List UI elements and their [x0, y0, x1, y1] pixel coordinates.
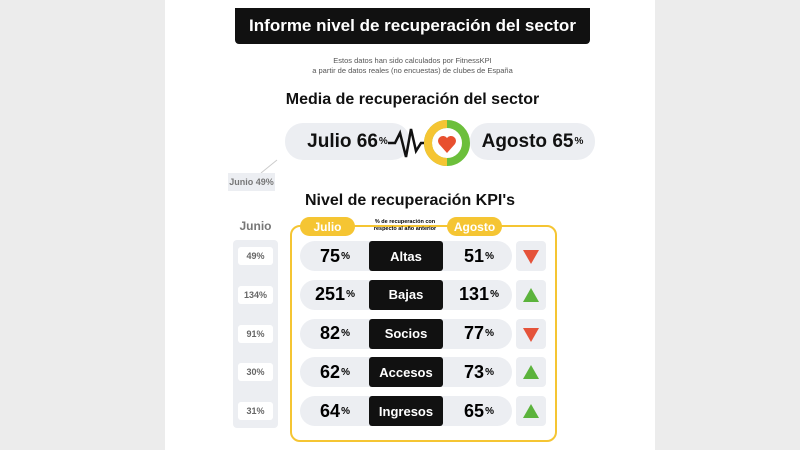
julio-header: Julio: [300, 217, 355, 236]
agosto-value: 131%: [448, 283, 510, 307]
unit: %: [485, 250, 494, 262]
trend-box: [516, 357, 546, 388]
trend-box: [516, 279, 546, 310]
unit: %: [341, 405, 350, 417]
value: 82: [320, 323, 341, 344]
kpi-name: Ingresos: [369, 396, 443, 427]
arrow: [523, 404, 539, 419]
value: 64: [320, 400, 341, 421]
kpi-name: Accesos: [369, 357, 443, 388]
value: 65: [552, 130, 574, 152]
unit: %: [490, 289, 499, 301]
note-line: Estos datos han sido calculados por Fitn…: [333, 56, 492, 65]
note-line: % de recuperación con: [374, 219, 436, 225]
label: Julio: [307, 130, 352, 152]
trend-arrow: [523, 404, 539, 419]
arrow: [523, 287, 539, 302]
agosto-value: 51%: [448, 244, 510, 268]
value: 51: [464, 245, 485, 266]
kpi-frame: [290, 225, 557, 442]
agosto-value: 73%: [448, 360, 510, 384]
report-title: Informe nivel de recuperación del sector: [235, 8, 590, 44]
trend-arrow: [523, 287, 539, 302]
value: 77: [464, 323, 485, 344]
value: 62: [320, 361, 341, 382]
julio-value: 75%: [305, 244, 365, 268]
kpi-name: Altas: [369, 241, 443, 271]
heartbeat: [388, 128, 427, 158]
unit: %: [485, 405, 494, 417]
heart: [438, 136, 456, 153]
value: 75: [320, 245, 341, 266]
label: Agosto: [481, 130, 548, 152]
unit: %: [485, 328, 494, 340]
value: 66: [356, 130, 378, 152]
junio-header: Junio: [239, 219, 272, 233]
unit: %: [341, 328, 350, 340]
note-line: respecto al año anterior: [373, 226, 437, 232]
decor: [260, 120, 470, 174]
junio-cell: 91%: [238, 324, 273, 343]
value: 65: [464, 400, 485, 421]
unit: %: [341, 250, 350, 262]
agosto-pill: Agosto 65%: [470, 123, 595, 160]
arrow: [523, 250, 539, 264]
trend-arrow: [523, 365, 539, 380]
kpi-name: Socios: [369, 318, 443, 349]
unit: %: [485, 366, 494, 378]
trend-arrow: [523, 327, 539, 342]
note-line: a partir de datos reales (no encuestas) …: [312, 66, 513, 75]
value: 73: [464, 361, 485, 382]
connector: [260, 159, 278, 174]
kpi-title: Nivel de recuperación KPI's: [304, 192, 516, 209]
agosto-value: 77%: [448, 322, 510, 346]
junio-cell: 30%: [238, 363, 273, 382]
arrow: [523, 365, 539, 380]
junio-cell: 31%: [238, 402, 273, 421]
value: 251: [315, 284, 346, 305]
kpi-note: % de recuperación con respecto al año ant…: [360, 219, 450, 233]
junio-cell: 134%: [238, 285, 273, 304]
trend-box: [516, 396, 546, 427]
trend-box: [516, 318, 546, 349]
julio-pill: Julio 66%: [285, 123, 410, 160]
julio-value: 82%: [305, 322, 365, 346]
julio-value: 64%: [305, 399, 365, 423]
unit: %: [341, 366, 350, 378]
unit: %: [378, 136, 388, 147]
value: 131: [459, 284, 490, 305]
trend-arrow: [523, 250, 539, 264]
julio-value: 251%: [305, 283, 365, 307]
unit: %: [346, 289, 355, 301]
summary-title: Media de recuperación del sector: [285, 91, 540, 108]
agosto-value: 65%: [448, 399, 510, 423]
junio-summary: Junio 49%: [228, 173, 275, 191]
kpi-name: Bajas: [369, 279, 443, 310]
junio-cell: 49%: [238, 247, 273, 265]
agosto-header: Agosto: [447, 217, 502, 236]
julio-value: 62%: [305, 360, 365, 384]
unit: %: [574, 136, 584, 147]
arrow: [523, 327, 539, 342]
trend-box: [516, 241, 546, 271]
donut-part: [424, 120, 448, 166]
